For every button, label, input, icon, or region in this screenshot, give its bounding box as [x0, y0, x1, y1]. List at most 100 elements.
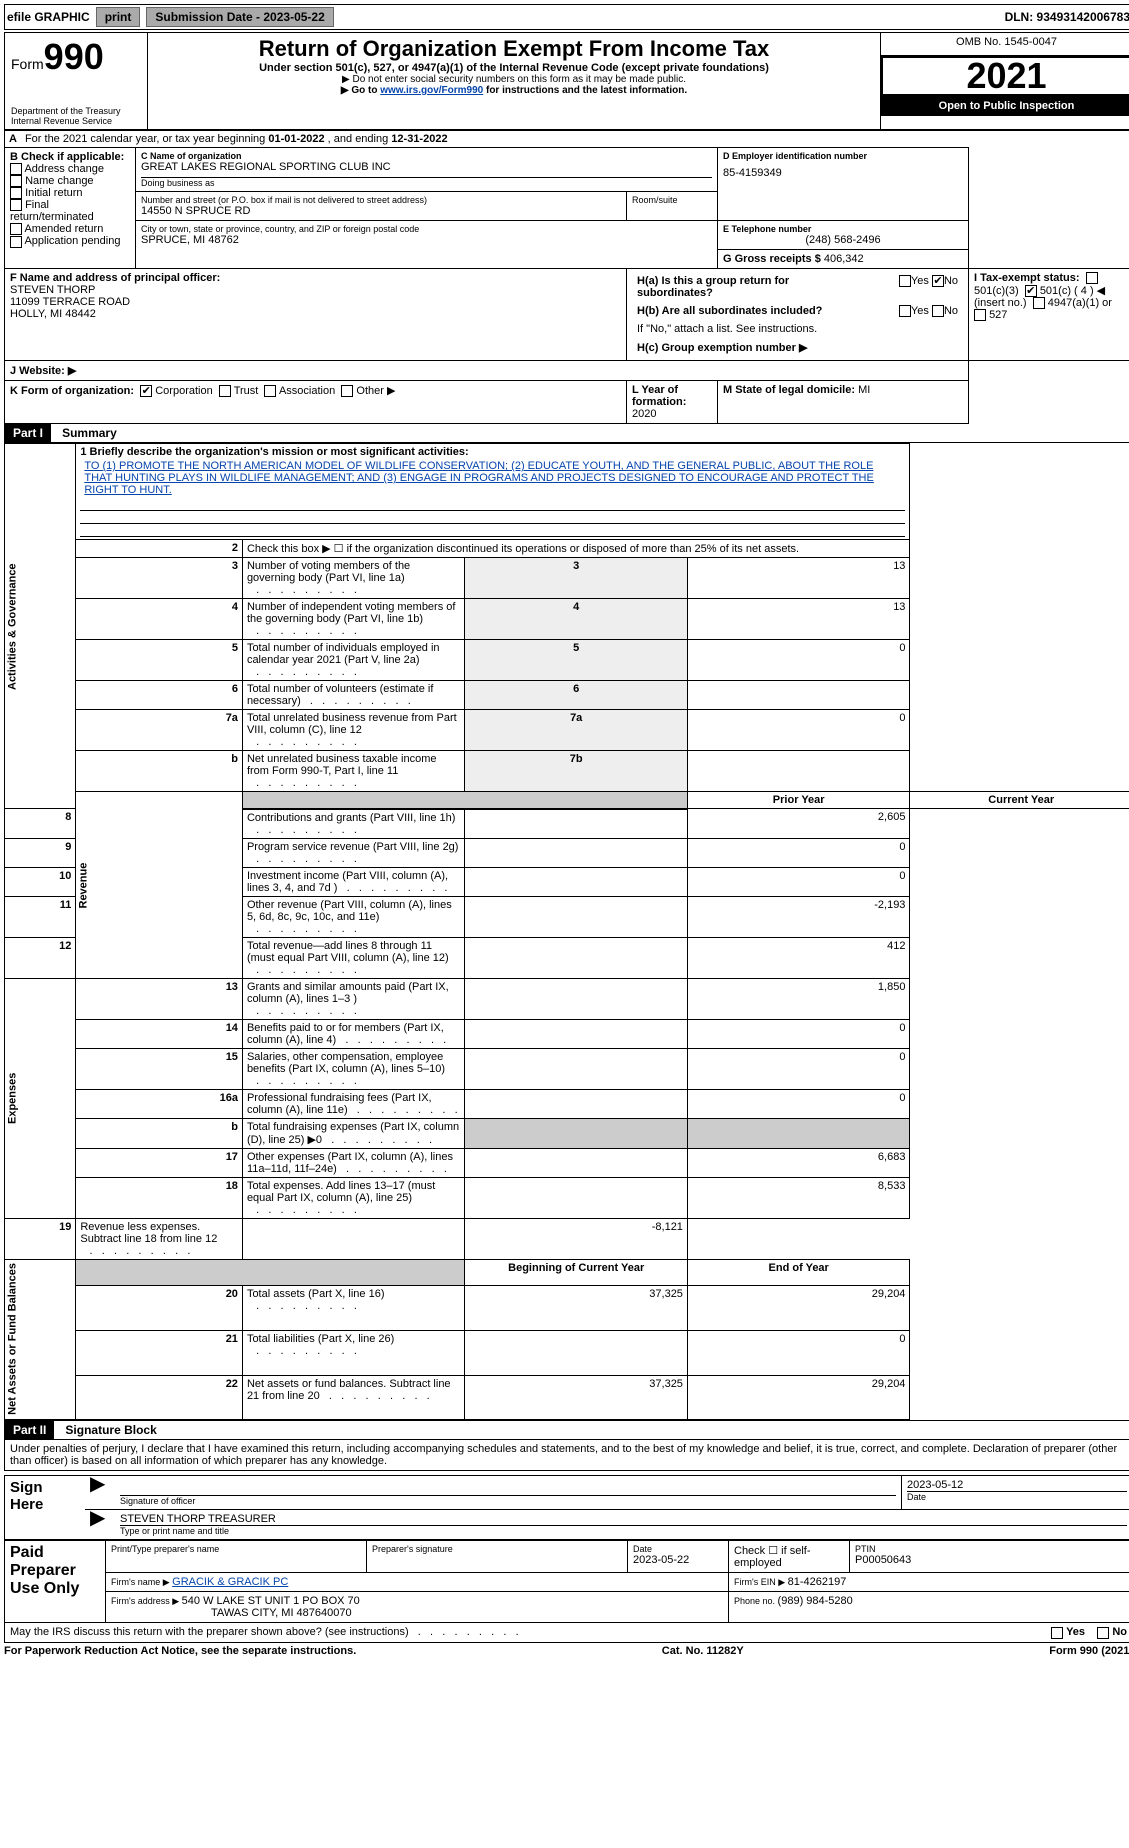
tax-year-begin: 01-01-2022	[268, 133, 324, 145]
city-label: City or town, state or province, country…	[141, 224, 712, 234]
submission-date-button[interactable]: Submission Date - 2023-05-22	[146, 7, 333, 27]
sign-here-label: Sign Here	[5, 1476, 86, 1540]
sign-block: Sign Here ▶ Signature of officer 2023-05…	[4, 1475, 1129, 1540]
final-return-checkbox[interactable]	[10, 199, 22, 211]
tax-year: 2021	[881, 56, 1129, 96]
open-inspection: Open to Public Inspection	[881, 96, 1129, 116]
table-row: 6 Total number of volunteers (estimate i…	[5, 681, 1129, 710]
note2-post: for instructions and the latest informat…	[483, 85, 687, 96]
ha-no-checkbox[interactable]	[932, 275, 944, 287]
dept-label: Department of the Treasury	[11, 106, 141, 116]
firm-ein-label: Firm's EIN ▶	[734, 1577, 788, 1587]
discuss-yes-checkbox[interactable]	[1051, 1627, 1063, 1639]
other-checkbox[interactable]	[341, 385, 353, 397]
firm-addr1: 540 W LAKE ST UNIT 1 PO BOX 70	[182, 1595, 360, 1607]
form-word: Form	[11, 56, 44, 72]
info-block: B Check if applicable: Address change Na…	[4, 147, 1129, 424]
efile-label: efile GRAPHIC	[7, 10, 90, 24]
table-row: 18 Total expenses. Add lines 13–17 (must…	[5, 1177, 1129, 1218]
discuss-row: May the IRS discuss this return with the…	[4, 1623, 1129, 1642]
hc-label: H(c) Group exemption number ▶	[632, 338, 963, 357]
app-pending-checkbox[interactable]	[10, 236, 22, 248]
4947-checkbox[interactable]	[1033, 297, 1045, 309]
prep-date: 2023-05-22	[633, 1554, 723, 1566]
addr-change-checkbox[interactable]	[10, 163, 22, 175]
table-row: b Total fundraising expenses (Part IX, c…	[5, 1118, 1129, 1148]
firm-phone-label: Phone no.	[734, 1596, 778, 1606]
table-row: 4 Number of independent voting members o…	[5, 599, 1129, 640]
ein-value: 85-4159349	[723, 167, 963, 179]
dba-label: Doing business as	[141, 178, 712, 188]
mission-text[interactable]: TO (1) PROMOTE THE NORTH AMERICAN MODEL …	[84, 460, 873, 496]
table-row: 17 Other expenses (Part IX, column (A), …	[5, 1148, 1129, 1177]
assoc-checkbox[interactable]	[264, 385, 276, 397]
hb-note: If "No," attach a list. See instructions…	[632, 320, 963, 338]
officer-addr1: 11099 TERRACE ROAD	[10, 296, 621, 308]
addr-label: Number and street (or P.O. box if mail i…	[141, 195, 621, 205]
box-d-label: D Employer identification number	[723, 151, 963, 161]
527-checkbox[interactable]	[974, 309, 986, 321]
initial-return-checkbox[interactable]	[10, 187, 22, 199]
firm-name[interactable]: GRACIK & GRACIK PC	[172, 1576, 288, 1588]
form-subtitle: Under section 501(c), 527, or 4947(a)(1)…	[154, 62, 874, 74]
ha-yes-checkbox[interactable]	[899, 275, 911, 287]
trust-checkbox[interactable]	[219, 385, 231, 397]
amended-return-checkbox[interactable]	[10, 223, 22, 235]
box-i-label: I Tax-exempt status:	[974, 272, 1080, 284]
hb-yes-checkbox[interactable]	[899, 305, 911, 317]
sign-date-label: Date	[907, 1491, 1127, 1502]
prep-date-label: Date	[633, 1544, 723, 1554]
irs-link[interactable]: www.irs.gov/Form990	[380, 85, 483, 96]
table-row: 22 Net assets or fund balances. Subtract…	[5, 1375, 1129, 1420]
page-footer: For Paperwork Reduction Act Notice, see …	[4, 1645, 1129, 1657]
firm-name-label: Firm's name ▶	[111, 1577, 172, 1587]
officer-name: STEVEN THORP	[10, 284, 621, 296]
footer-left: For Paperwork Reduction Act Notice, see …	[4, 1645, 356, 1657]
501c3-checkbox[interactable]	[1086, 272, 1098, 284]
ha-label: H(a) Is this a group return for subordin…	[637, 275, 789, 299]
corp-label: Corporation	[155, 385, 212, 397]
self-employed-label: Check ☐ if self-employed	[729, 1541, 850, 1573]
discuss-text: May the IRS discuss this return with the…	[10, 1626, 409, 1638]
501c-checkbox[interactable]	[1025, 285, 1037, 297]
name-change-label: Name change	[25, 175, 94, 187]
discuss-no-checkbox[interactable]	[1097, 1627, 1109, 1639]
box-b-label: B Check if applicable:	[10, 151, 130, 163]
ptin-value: P00050643	[855, 1554, 1127, 1566]
irs-label: Internal Revenue Service	[11, 116, 141, 126]
org-address: 14550 N SPRUCE RD	[141, 205, 621, 217]
summary-table: Activities & Governance 1 Briefly descri…	[4, 443, 1129, 1420]
ha-no: No	[944, 275, 958, 287]
part1-title: Summary	[54, 426, 117, 440]
hb-no-checkbox[interactable]	[932, 305, 944, 317]
discuss-no: No	[1112, 1626, 1127, 1638]
form-number: Form990	[11, 36, 141, 78]
addr-change-label: Address change	[24, 163, 104, 175]
firm-ein: 81-4262197	[788, 1576, 847, 1588]
prep-name-label: Print/Type preparer's name	[111, 1544, 361, 1554]
firm-addr2: TAWAS CITY, MI 487640070	[111, 1607, 723, 1619]
formation-year: 2020	[632, 408, 656, 420]
top-bar: efile GRAPHIC print Submission Date - 20…	[4, 4, 1129, 30]
table-row: 3 Number of voting members of the govern…	[5, 558, 1129, 599]
col-end: End of Year	[687, 1259, 910, 1285]
4947-label: 4947(a)(1) or	[1048, 297, 1112, 309]
part2-title: Signature Block	[57, 1423, 156, 1437]
footer-right: Form 990 (2021)	[1049, 1645, 1129, 1657]
box-m-label: M State of legal domicile:	[723, 384, 858, 396]
col-current: Current Year	[910, 792, 1129, 809]
hb-no: No	[944, 305, 958, 317]
527-label: 527	[989, 309, 1007, 321]
table-row: 20 Total assets (Part X, line 16) 37,325…	[5, 1285, 1129, 1330]
name-change-checkbox[interactable]	[10, 175, 22, 187]
final-return-label: Final return/terminated	[10, 199, 94, 223]
officer-name-label: Type or print name and title	[120, 1525, 1127, 1536]
side-ag: Activities & Governance	[5, 444, 76, 809]
print-button[interactable]: print	[96, 7, 141, 27]
corp-checkbox[interactable]	[140, 385, 152, 397]
assoc-label: Association	[279, 385, 335, 397]
line1-label: 1 Briefly describe the organization's mi…	[80, 446, 905, 458]
firm-addr-label: Firm's address ▶	[111, 1596, 182, 1606]
officer-addr2: HOLLY, MI 48442	[10, 308, 621, 320]
table-row: 14 Benefits paid to or for members (Part…	[5, 1019, 1129, 1048]
